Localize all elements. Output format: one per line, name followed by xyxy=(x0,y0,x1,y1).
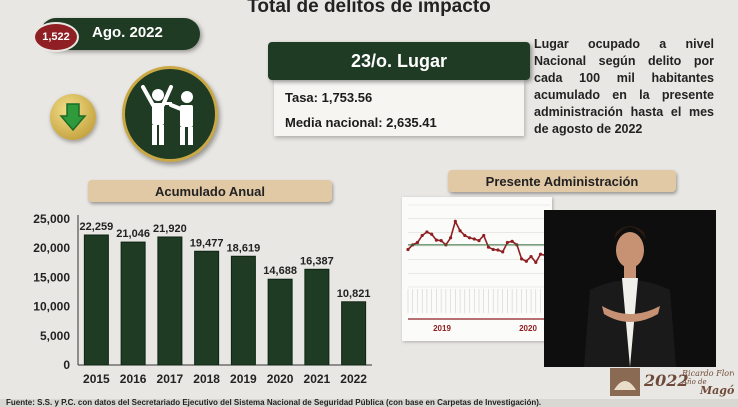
x-tick-label: 2020 xyxy=(267,372,294,386)
series-point xyxy=(477,239,481,243)
bar-2019 xyxy=(230,255,256,366)
bar-value-label: 14,688 xyxy=(263,265,297,277)
y-tick-label: 25,000 xyxy=(33,212,70,226)
rate-value: Tasa: 1,753.56 xyxy=(285,90,373,105)
admin-line-chart-panel: 2019 2020 xyxy=(402,197,552,341)
logo-line1: Ricardo Flores xyxy=(681,369,734,378)
bar-value-label: 16,387 xyxy=(300,255,334,267)
x-tick-label: 2022 xyxy=(340,372,367,386)
series-point xyxy=(472,237,476,241)
x-tick-label: 2018 xyxy=(193,372,220,386)
x-tick-label: 2015 xyxy=(83,372,110,386)
series-point xyxy=(420,233,424,238)
series-point xyxy=(505,240,509,245)
series-point xyxy=(538,252,543,256)
government-logo: 2022 Ricardo Flores Año de Magón xyxy=(610,364,738,398)
admin-line-chart: 2019 2020 xyxy=(406,204,552,333)
annual-chart-title: Acumulado Anual xyxy=(88,180,332,202)
robbery-icon xyxy=(122,66,218,162)
bar-2018 xyxy=(194,250,220,366)
date-label: Ago. 2022 xyxy=(92,24,163,41)
count-badge: 1,522 xyxy=(33,22,79,52)
series-point xyxy=(491,247,495,252)
series-point xyxy=(425,230,429,234)
bar-2021 xyxy=(304,268,330,366)
series-point xyxy=(496,248,500,252)
national-mean-value: Media nacional: 2,635.41 xyxy=(285,115,437,130)
series-point xyxy=(510,239,514,243)
ranking-card xyxy=(274,80,524,136)
series-point xyxy=(439,239,443,243)
bar-2016 xyxy=(120,241,146,366)
bar-value-label: 10,821 xyxy=(337,288,371,300)
y-tick-label: 15,000 xyxy=(33,270,70,284)
series-point xyxy=(501,250,505,254)
y-tick-label: 0 xyxy=(63,358,70,372)
y-tick-label: 10,000 xyxy=(33,300,70,314)
series-point xyxy=(529,254,533,259)
x-tick-label: 2019 xyxy=(230,372,257,386)
ranking-place: 23/o. Lugar xyxy=(268,42,530,80)
bar-value-label: 21,046 xyxy=(116,228,150,240)
y-tick-label: 5,000 xyxy=(40,329,70,343)
bar-value-label: 21,920 xyxy=(153,223,187,235)
y-tick-label: 20,000 xyxy=(33,241,70,255)
page-title: Total de delitos de impacto xyxy=(247,0,491,17)
year-label: 2020 xyxy=(519,324,537,333)
ranking-explanation: Lugar ocupado a nivel Nacional según del… xyxy=(534,37,714,136)
series-point xyxy=(524,259,528,263)
bar-2017 xyxy=(157,236,183,366)
bar-value-label: 18,619 xyxy=(227,242,261,254)
series-point xyxy=(415,240,420,245)
x-tick-label: 2017 xyxy=(157,372,184,386)
series-point xyxy=(486,245,491,249)
x-tick-label: 2016 xyxy=(120,372,147,386)
annual-bar-chart: 0 5,000 10,000 15,000 20,000 25,000 22,259 2015… xyxy=(33,212,372,386)
series-point xyxy=(453,219,457,223)
admin-chart-title: Presente Administración xyxy=(448,170,676,192)
series-point xyxy=(434,238,438,242)
series-point xyxy=(430,232,434,236)
bar-2020 xyxy=(267,278,293,366)
series-point xyxy=(406,247,410,252)
series-point xyxy=(458,229,462,233)
x-tick-label: 2021 xyxy=(304,372,331,386)
source-footer: Fuente: S.S. y P.C. con datos del Secret… xyxy=(0,399,738,407)
logo-line3: Magón xyxy=(699,384,734,397)
series-point xyxy=(463,233,467,238)
down-arrow-icon xyxy=(50,94,96,140)
series-point xyxy=(534,260,538,264)
bar-value-label: 22,259 xyxy=(80,221,114,233)
bar-2015 xyxy=(83,234,109,366)
series-point xyxy=(449,236,453,240)
year-label: 2019 xyxy=(433,324,451,333)
series-point xyxy=(467,236,472,240)
logo-year: 2022 xyxy=(643,371,689,390)
sign-language-interpreter xyxy=(544,210,716,367)
logo-line2: Año de xyxy=(681,378,707,386)
bar-value-label: 19,477 xyxy=(190,237,224,249)
series-point xyxy=(482,233,486,238)
bar-2022 xyxy=(341,301,367,366)
series-point xyxy=(520,257,524,261)
